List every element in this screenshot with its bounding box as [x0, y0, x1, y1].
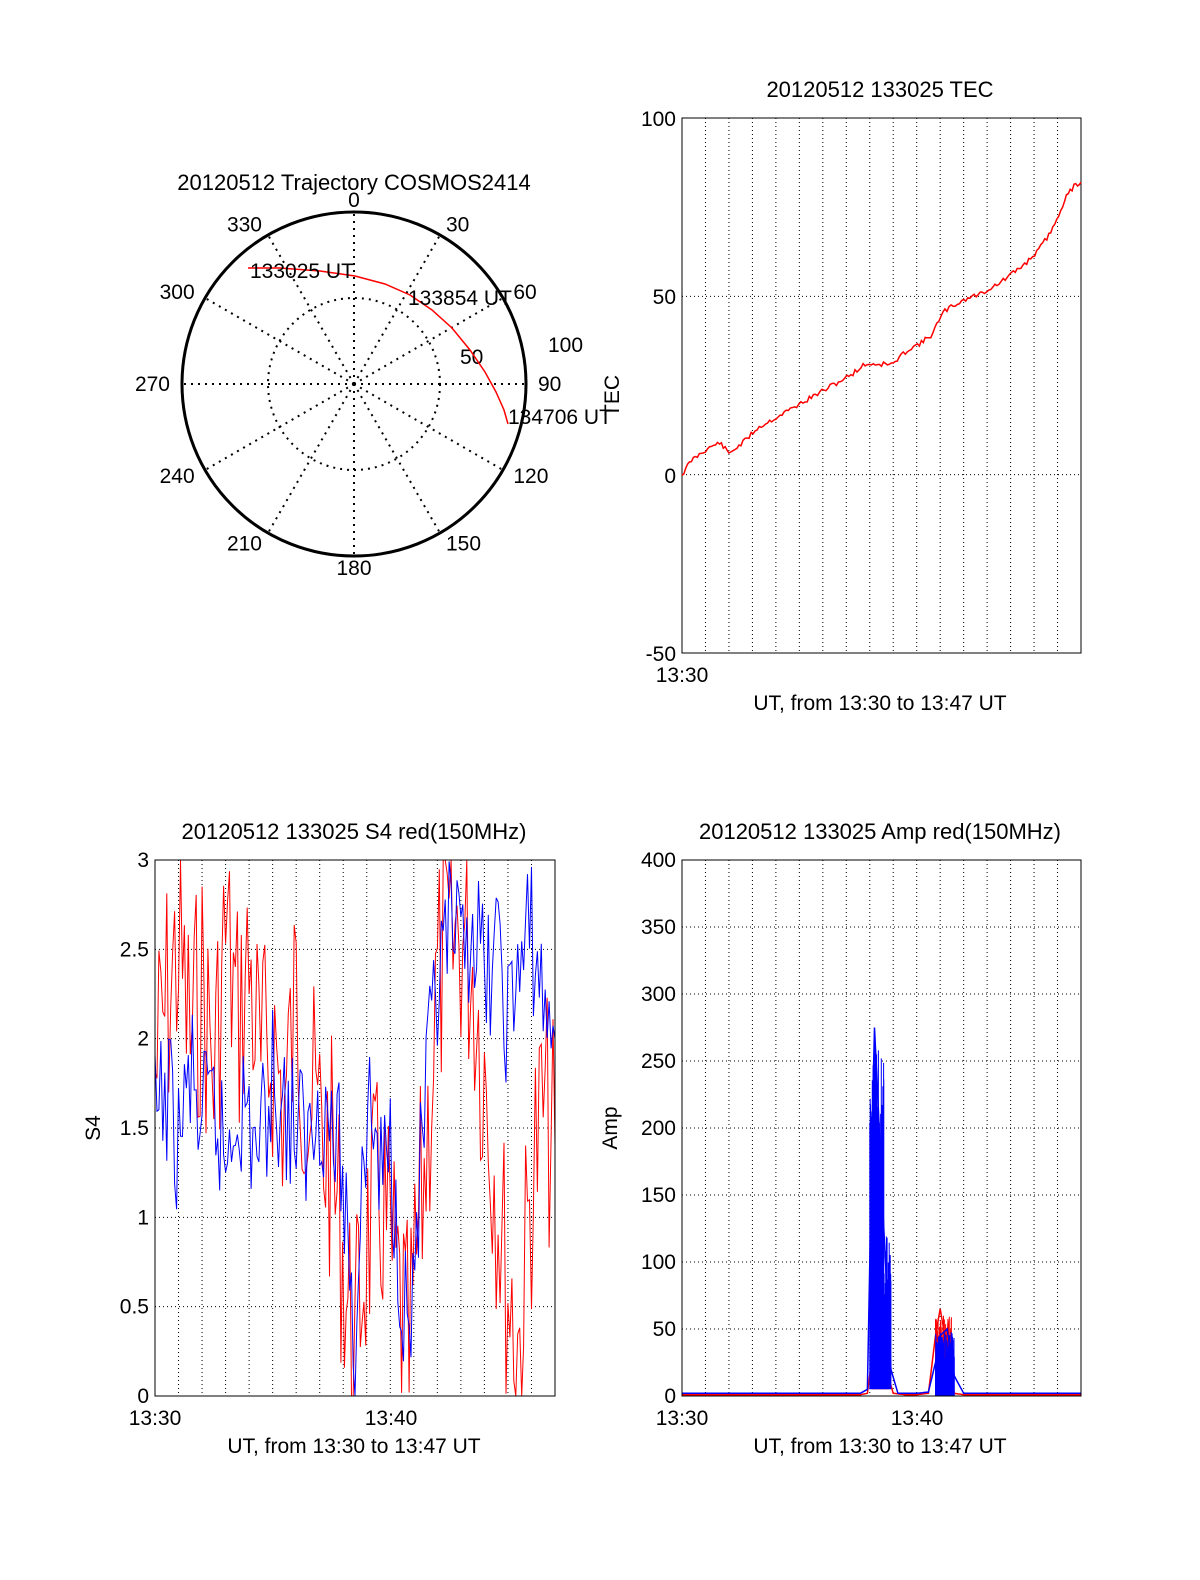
s4-title: 20120512 133025 S4 red(150MHz) [182, 819, 527, 844]
polar-elev-label-50: 50 [460, 346, 483, 369]
amp-y-axis-label: Amp [599, 1106, 622, 1149]
polar-start-label: 133025 UT [250, 260, 354, 283]
amp-spike-band [935, 1332, 955, 1396]
s4-blue-line [154, 861, 556, 1397]
polar-end-label: 134706 UT [508, 406, 612, 429]
polar-azimuth-label: 180 [336, 557, 371, 580]
s4-red-line [154, 859, 556, 1397]
polar-azimuth-labels: 0 30 60 90 120 150 180 210 240 270 300 330 [135, 189, 561, 580]
tec-x-axis-label: UT, from 13:30 to 13:47 UT [753, 692, 1006, 715]
tec-y-tick-minus50: -50 [646, 643, 676, 666]
amp-y-tick-label: 200 [641, 1117, 676, 1140]
polar-spoke [204, 383, 355, 471]
polar-spokes [182, 212, 526, 556]
s4-plot-frame [154, 859, 556, 1397]
polar-elev-label-100: 100 [548, 334, 583, 357]
tec-y-tick-0: 0 [664, 465, 676, 488]
amp-blue-series [682, 1027, 1081, 1396]
tec-x-tick-1330: 13:30 [656, 664, 709, 687]
polar-azimuth-label: 120 [513, 465, 548, 488]
polar-spoke [353, 234, 441, 385]
tec-y-tick-50: 50 [653, 286, 676, 309]
amp-y-tick-label: 400 [641, 849, 676, 872]
polar-azimuth-label: 0 [348, 189, 360, 212]
polar-title: 20120512 Trajectory COSMOS2414 [177, 170, 530, 195]
s4-y-axis-label: S4 [82, 1115, 105, 1141]
amp-y-tick-label: 250 [641, 1050, 676, 1073]
polar-spoke [267, 234, 355, 385]
polar-azimuth-label: 30 [446, 214, 469, 237]
amp-y-tick-label: 150 [641, 1184, 676, 1207]
amp-spike-band [869, 1048, 892, 1390]
s4-y-tick-label: 0 [137, 1385, 149, 1408]
s4-y-tick-label: 0.5 [120, 1296, 149, 1319]
tec-chart: 20120512 133025 TEC 100 50 0 -50 13:30 T… [601, 77, 1082, 715]
amp-x-tick-1330: 13:30 [656, 1407, 709, 1430]
amp-y-tick-label: 50 [653, 1318, 676, 1341]
polar-trajectory-chart: 20120512 Trajectory COSMOS2414 0 30 60 90 12… [135, 170, 612, 580]
tec-series-line [681, 181, 1082, 476]
s4-x-tick-1330: 13:30 [129, 1407, 182, 1430]
tec-y-axis-label: TEC [601, 375, 624, 417]
s4-blue-series [154, 861, 556, 1397]
amp-y-tick-label: 350 [641, 916, 676, 939]
s4-y-tick-label: 2.5 [120, 938, 149, 961]
amp-y-tick-labels: 0 50 100 150 200 250 300 350 400 [641, 849, 676, 1408]
polar-mid-label: 133854 UT [408, 287, 512, 310]
amp-y-tick-label: 100 [641, 1251, 676, 1274]
s4-x-tick-1340: 13:40 [365, 1407, 418, 1430]
polar-spoke [267, 383, 355, 534]
amp-plot-frame [681, 859, 1082, 1397]
s4-red-series [154, 859, 556, 1397]
polar-azimuth-label: 270 [135, 373, 170, 396]
amp-chart: 20120512 133025 Amp red(150MHz) 0 50 100 15… [599, 819, 1082, 1458]
amp-x-axis-label: UT, from 13:30 to 13:47 UT [753, 1435, 1006, 1458]
s4-y-tick-label: 1.5 [120, 1117, 149, 1140]
tec-grid [682, 118, 1081, 653]
amp-y-tick-label: 300 [641, 983, 676, 1006]
polar-outer-ring [180, 210, 528, 558]
s4-y-tick-label: 2 [137, 1028, 149, 1051]
polar-spoke [353, 383, 504, 471]
polar-azimuth-label: 330 [227, 214, 262, 237]
s4-x-axis-label: UT, from 13:30 to 13:47 UT [227, 1435, 480, 1458]
polar-azimuth-label: 90 [538, 373, 561, 396]
polar-spoke [353, 297, 504, 385]
tec-y-tick-100: 100 [641, 108, 676, 131]
polar-azimuth-label: 300 [160, 281, 195, 304]
polar-azimuth-label: 150 [446, 532, 481, 555]
s4-y-tick-label: 3 [137, 849, 149, 872]
polar-azimuth-label: 240 [160, 465, 195, 488]
s4-y-tick-label: 1 [137, 1206, 149, 1229]
amp-title: 20120512 133025 Amp red(150MHz) [699, 819, 1061, 844]
s4-y-tick-labels: 0 0.5 1 1.5 2 2.5 3 [120, 849, 149, 1408]
tec-plot-frame [681, 117, 1082, 654]
polar-azimuth-label: 210 [227, 532, 262, 555]
amp-y-tick-label: 0 [664, 1385, 676, 1408]
tec-title: 20120512 133025 TEC [766, 77, 993, 102]
polar-azimuth-label: 60 [513, 281, 536, 304]
polar-trajectory-path [248, 267, 509, 425]
polar-spoke [204, 297, 355, 385]
amp-x-tick-1340: 13:40 [891, 1407, 944, 1430]
amp-grid [682, 860, 1081, 1396]
s4-chart: 20120512 133025 S4 red(150MHz) 0 0.5 1 1.5 2… [82, 819, 556, 1458]
polar-spoke [353, 383, 441, 534]
